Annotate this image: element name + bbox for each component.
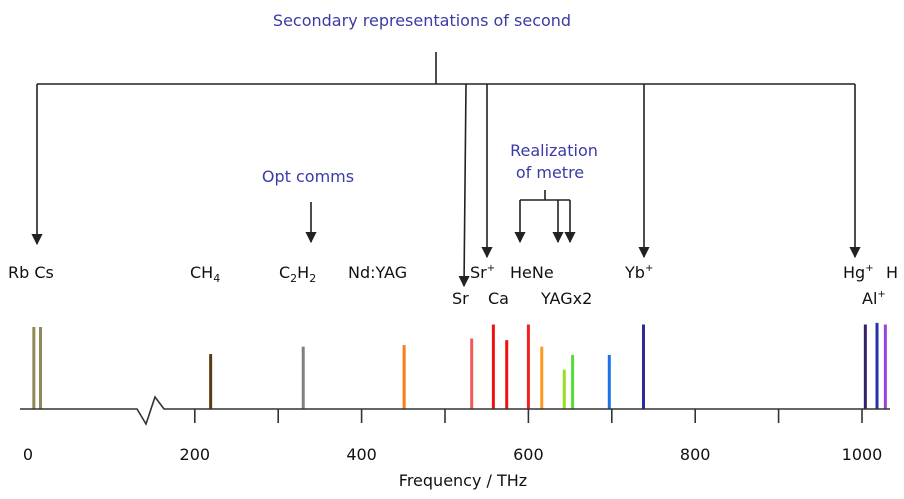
label-ndyag: Nd:YAG [348, 263, 407, 282]
title: Secondary representations of second [273, 11, 571, 30]
label-sr-plus: Sr+ [470, 263, 495, 282]
tick-label-800: 800 [680, 445, 711, 464]
label-ca: Ca [488, 289, 509, 308]
al-plus-sup: + [877, 289, 885, 300]
c2h2-sub1: 2 [290, 272, 297, 285]
label-hene: HeNe [510, 263, 554, 282]
secondary-bracket [31, 52, 861, 288]
label-yagx2: YAGx2 [540, 289, 592, 308]
x-axis-ticks: 0 200 400 600 800 1000 [23, 409, 882, 464]
label-ch4: CH4 [190, 263, 220, 285]
tick-label-400: 400 [346, 445, 377, 464]
sr-plus-main: Sr [470, 263, 487, 282]
label-hg-plus: Hg+ [843, 263, 874, 282]
x-axis-label: Frequency / THz [399, 471, 527, 490]
label-yb-plus: Yb+ [624, 263, 653, 282]
yb-plus-main: Yb [624, 263, 645, 282]
sr-plus-sup: + [487, 263, 495, 274]
baseline [20, 395, 890, 426]
tick-label-600: 600 [513, 445, 544, 464]
yb-plus-sup: + [645, 263, 653, 274]
arrow-sr [458, 83, 470, 288]
label-al-plus: Al+ [862, 289, 886, 308]
c2h2-h: H [297, 263, 309, 282]
label-h: H [886, 263, 898, 282]
spectral-lines [32, 322, 887, 409]
c2h2-c: C [279, 263, 290, 282]
label-c2h2: C2H2 [279, 263, 316, 285]
al-plus-main: Al [862, 289, 877, 308]
tick-label-0: 0 [23, 445, 33, 464]
label-sr: Sr [452, 289, 469, 308]
tick-label-200: 200 [180, 445, 211, 464]
ch4-main: CH [190, 263, 213, 282]
tick-label-1000: 1000 [842, 445, 883, 464]
ch4-sub: 4 [213, 272, 220, 285]
opt-comms-label: Opt comms [262, 167, 354, 186]
realization-label-2: of metre [516, 163, 584, 182]
label-rb-cs: Rb Cs [8, 263, 54, 282]
hg-plus-main: Hg [843, 263, 865, 282]
hg-plus-sup: + [865, 263, 873, 274]
realization-bracket [514, 190, 576, 244]
realization-label-1: Realization [510, 141, 598, 160]
c2h2-sub2: 2 [309, 272, 316, 285]
